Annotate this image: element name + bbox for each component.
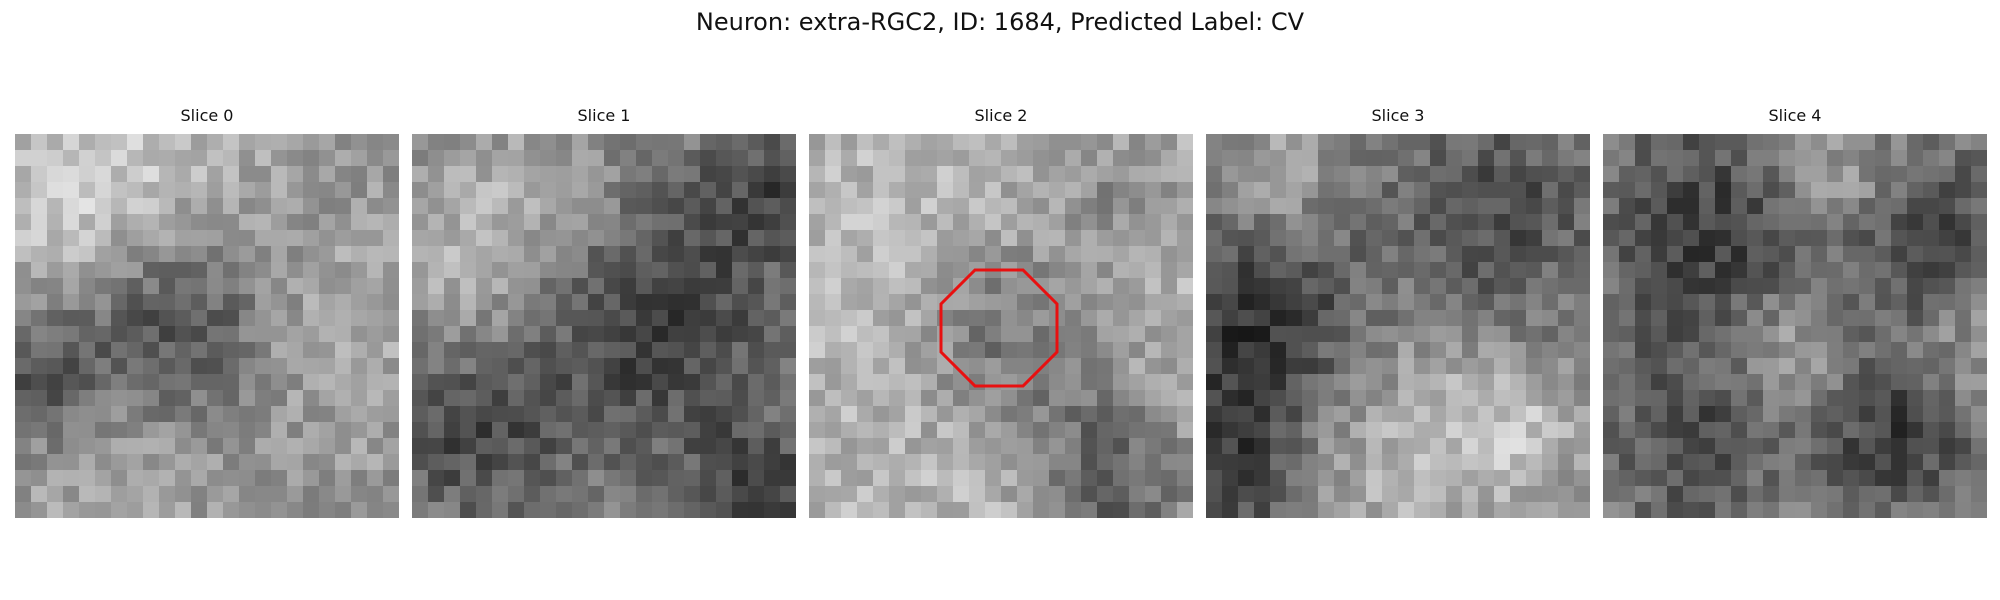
slice-image xyxy=(809,134,1193,518)
slice-image xyxy=(1603,134,1987,518)
slice-title: Slice 2 xyxy=(974,106,1028,125)
slice-panel-2: Slice 2 xyxy=(809,106,1193,518)
slice-title: Slice 3 xyxy=(1371,106,1425,125)
slice-title: Slice 0 xyxy=(180,106,234,125)
roi-octagon-outline xyxy=(939,268,1059,388)
slice-panel-4: Slice 4 xyxy=(1603,106,1987,518)
slice-image xyxy=(15,134,399,518)
slice-image xyxy=(412,134,796,518)
slice-panel-3: Slice 3 xyxy=(1206,106,1590,518)
slice-panel-1: Slice 1 xyxy=(412,106,796,518)
slice-image xyxy=(1206,134,1590,518)
slice-panel-0: Slice 0 xyxy=(15,106,399,518)
figure-title: Neuron: extra-RGC2, ID: 1684, Predicted … xyxy=(695,8,1305,36)
slice-title: Slice 4 xyxy=(1768,106,1822,125)
slice-title: Slice 1 xyxy=(577,106,631,125)
